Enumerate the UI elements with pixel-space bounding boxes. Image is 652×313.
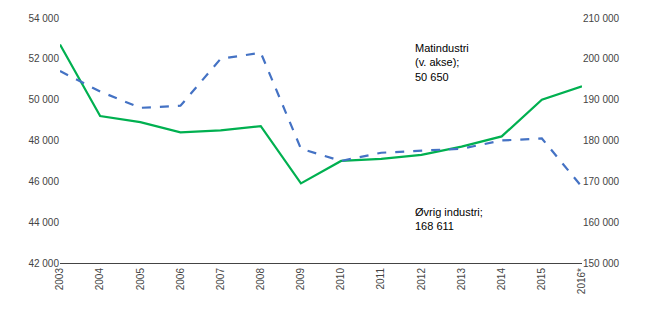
svg-text:2012: 2012 [416, 268, 427, 291]
svg-text:2015: 2015 [536, 268, 547, 291]
svg-text:42 000: 42 000 [28, 258, 59, 269]
svg-text:48 000: 48 000 [28, 135, 59, 146]
svg-text:190 000: 190 000 [583, 94, 620, 105]
svg-text:160 000: 160 000 [583, 217, 620, 228]
svg-text:180 000: 180 000 [583, 135, 620, 146]
svg-text:2005: 2005 [135, 268, 146, 291]
svg-text:2016*: 2016* [576, 268, 587, 294]
svg-text:2009: 2009 [295, 268, 306, 291]
svg-text:50 000: 50 000 [28, 94, 59, 105]
svg-text:2011: 2011 [375, 268, 386, 290]
svg-text:150 000: 150 000 [583, 258, 620, 269]
svg-text:2003: 2003 [54, 268, 65, 291]
svg-text:Matindustri(v. akse);50 650: Matindustri(v. akse);50 650 [415, 42, 469, 83]
svg-text:2006: 2006 [175, 268, 186, 291]
svg-text:200 000: 200 000 [583, 53, 620, 64]
svg-text:2004: 2004 [94, 268, 105, 291]
svg-text:2007: 2007 [215, 268, 226, 291]
svg-text:54 000: 54 000 [28, 13, 59, 24]
svg-text:2008: 2008 [255, 268, 266, 291]
svg-text:52 000: 52 000 [28, 53, 59, 64]
svg-text:170 000: 170 000 [583, 176, 620, 187]
svg-text:210 000: 210 000 [583, 13, 620, 24]
svg-text:46 000: 46 000 [28, 176, 59, 187]
svg-text:2010: 2010 [335, 268, 346, 291]
svg-text:2013: 2013 [456, 268, 467, 291]
svg-text:Øvrig industri;168 611: Øvrig industri;168 611 [415, 206, 483, 232]
svg-text:2014: 2014 [496, 268, 507, 291]
svg-text:44 000: 44 000 [28, 217, 59, 228]
